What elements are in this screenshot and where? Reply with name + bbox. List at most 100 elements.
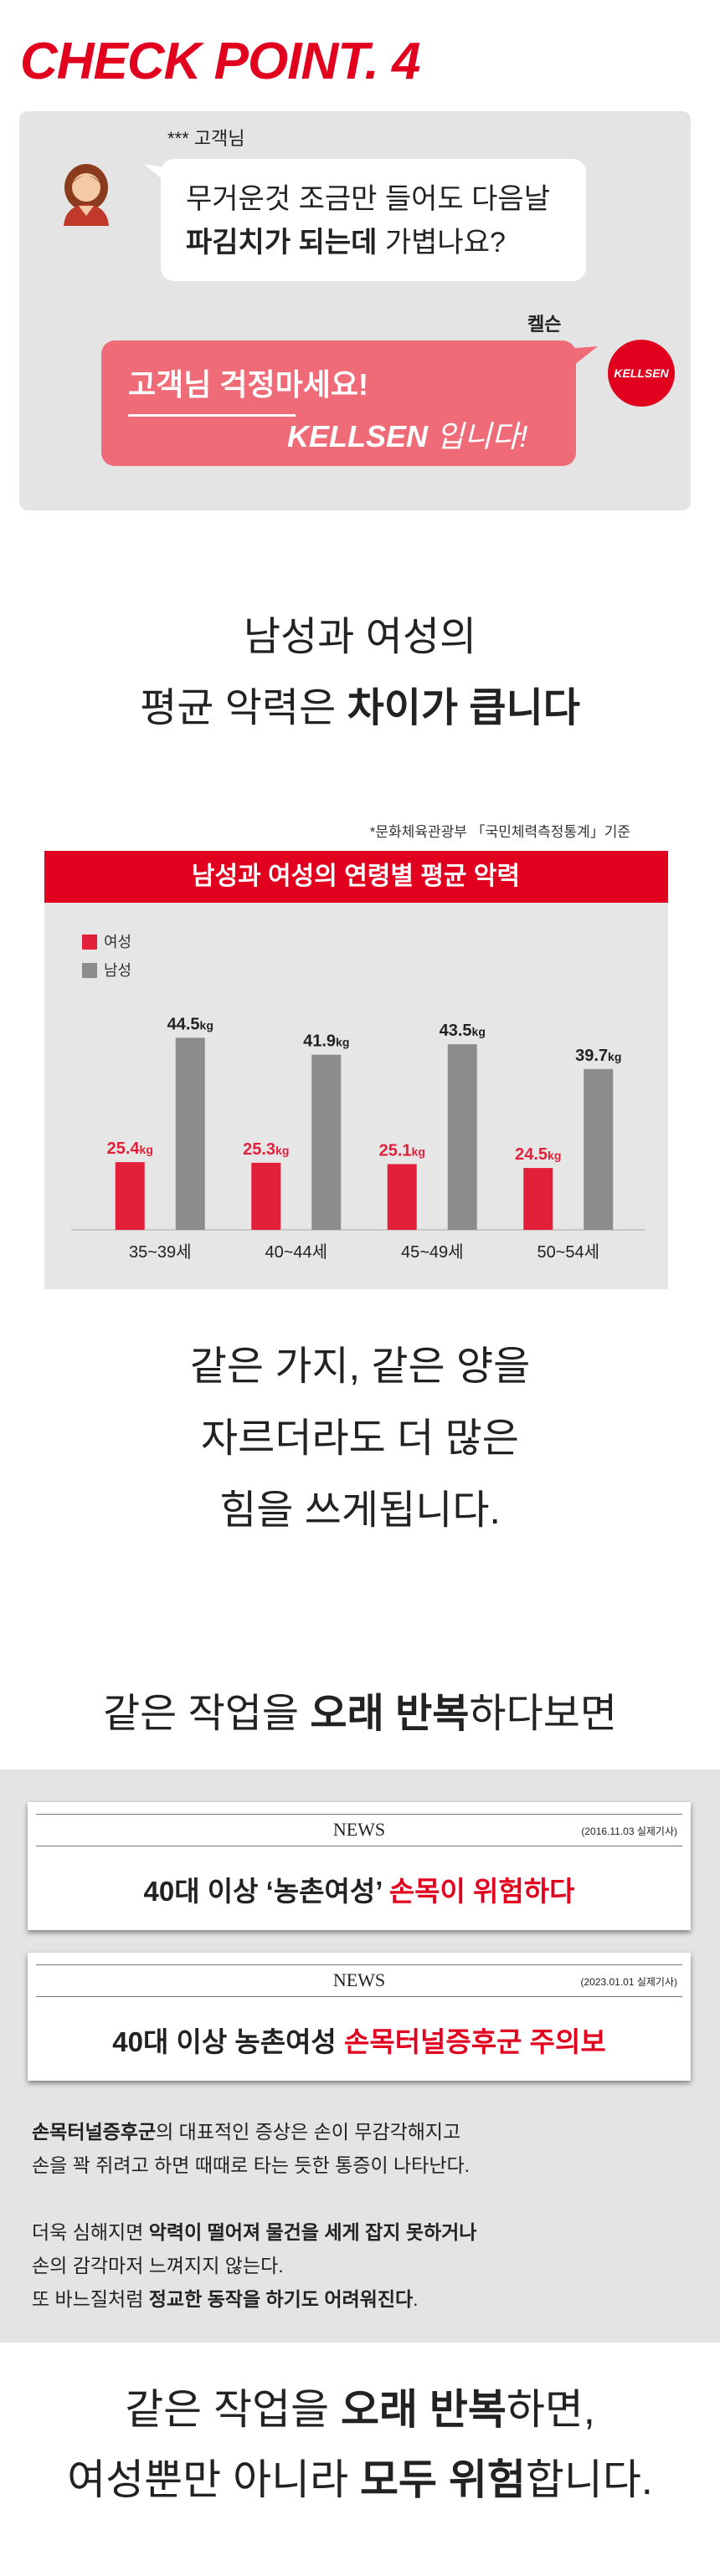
value-label-number: 24.5 [515, 1145, 548, 1164]
value-label-number: 44.5 [167, 1015, 200, 1033]
bubble-tail [144, 164, 164, 181]
bar [251, 1162, 281, 1230]
text-run: 40대 이상 농촌여성 [112, 2026, 344, 2057]
x-tick-label: 50~54세 [537, 1242, 599, 1262]
value-label-unit: kg [336, 1036, 349, 1049]
text-run: 하면, [506, 2386, 595, 2433]
value-label-unit: kg [412, 1145, 425, 1158]
customer-text: 파김치가 되는데 가볍나요? [186, 219, 506, 260]
news-label: NEWS [332, 1969, 386, 1990]
text-run: 또 바느질처럼 [32, 2288, 149, 2310]
news-rule [36, 1814, 682, 1815]
value-label: 41.9kg [303, 1032, 349, 1051]
page-title: CHECK POINT. 4 [20, 33, 420, 90]
value-label: 25.3kg [243, 1140, 289, 1159]
section-heading: 평균 악력은 차이가 큽니다 [0, 673, 720, 744]
reply-text: KELLSEN 입니다! [287, 412, 527, 456]
news-card: NEWS (2023.01.01 실제기사) 40대 이상 농촌여성 손목터널증후군… [28, 1953, 691, 2081]
reply-dash [128, 414, 296, 417]
text-run: 오래 반복 [340, 2386, 507, 2433]
value-label-number: 43.5 [440, 1022, 472, 1040]
customer-bubble: 무거운것 조금만 들어도 다음날 파김치가 되는데 가볍나요? [161, 159, 586, 281]
news-date: (2023.01.01 실제기사) [580, 1976, 677, 1988]
text-run: 손목터널증후군 주의보 [343, 2026, 606, 2057]
value-label-unit: kg [275, 1144, 289, 1157]
value-label: 24.5kg [515, 1145, 561, 1164]
text-run: 여성뿐만 아니라 [67, 2456, 360, 2503]
value-label: 25.1kg [379, 1141, 425, 1160]
bar [584, 1068, 614, 1230]
text-run: 의 대표적인 증상은 손이 무감각해지고 [156, 2121, 461, 2143]
paragraph-line: 더욱 심해지면 악력이 떨어져 물건을 세게 잡지 못하거나 [32, 2215, 476, 2249]
value-label: 25.4kg [107, 1139, 153, 1158]
legend-swatch [82, 935, 97, 950]
value-label: 39.7kg [575, 1047, 621, 1065]
value-label-unit: kg [608, 1050, 621, 1063]
bar [523, 1168, 553, 1230]
text-run: 모두 위험 [359, 2456, 526, 2503]
text-run: 같은 작업을 [102, 1692, 311, 1736]
value-label-number: 25.1 [379, 1141, 412, 1160]
reply-text: 고객님 걱정마세요! [128, 367, 368, 402]
value-label-unit: kg [472, 1025, 486, 1038]
brand-logo: KELLSEN [608, 340, 675, 407]
paragraph-line: 손을 꽉 쥐려고 하면 때때로 타는 듯한 통증이 나타난다. [32, 2148, 470, 2182]
paragraph-line: 손목터널증후군의 대표적인 증상은 손이 무감각해지고 [32, 2115, 460, 2148]
text-run: 평균 악력은 [140, 686, 347, 730]
text-run: 같은 작업을 [125, 2386, 341, 2433]
bar [311, 1054, 342, 1230]
text-line: 자르더라도 더 많은 [201, 1416, 519, 1461]
news-headline: 40대 이상 농촌여성 손목터널증후군 주의보 [28, 2020, 691, 2060]
news-date: (2016.11.03 실제기사) [581, 1826, 677, 1837]
customer-text: 무거운것 조금만 들어도 다음날 [186, 183, 550, 215]
text-run: 합니다. [525, 2456, 653, 2503]
text-run: 차이가 큽니다 [347, 686, 580, 730]
text-run: . [413, 2288, 419, 2310]
value-label-number: 25.4 [107, 1139, 141, 1158]
text-run: 손의 감각마저 느껴지지 않는다. [32, 2255, 284, 2276]
value-label-unit: kg [140, 1143, 153, 1156]
text-run: 더욱 심해지면 [32, 2221, 149, 2243]
text-run: 입니다! [428, 419, 528, 453]
legend-label: 여성 [104, 934, 131, 950]
text-run: 오래 반복 [310, 1692, 470, 1736]
closing-line: 같은 작업을 오래 반복하면, [0, 2374, 720, 2445]
text-run: 손목이 위험하다 [388, 1876, 575, 1907]
bar [115, 1162, 145, 1230]
text-run: 손을 꽉 쥐려고 하면 때때로 타는 듯한 통증이 나타난다. [32, 2154, 471, 2176]
chart-title-bar [44, 851, 668, 903]
reply-bubble: 고객님 걱정마세요! KELLSEN 입니다! [101, 341, 576, 466]
bubble-tail [574, 346, 598, 365]
news-rule [36, 1996, 682, 1997]
text-run: 정교한 동작을 하기도 어려워진다 [148, 2288, 414, 2310]
text-run: 하다보면 [469, 1692, 618, 1736]
text-run: 가볍나요? [377, 227, 506, 259]
value-label-number: 39.7 [575, 1047, 608, 1065]
news-card: NEWS (2016.11.03 실제기사) 40대 이상 ‘농촌여성’ 손목이 위… [28, 1802, 691, 1930]
customer-name: *** 고객님 [167, 128, 245, 149]
bar [175, 1037, 205, 1230]
x-tick-label: 35~39세 [129, 1242, 192, 1262]
text-run: 40대 이상 ‘농촌여성’ [143, 1876, 389, 1907]
value-label-number: 25.3 [243, 1140, 275, 1159]
plot-area [44, 903, 668, 1289]
news-label: NEWS [332, 1819, 386, 1840]
value-label: 43.5kg [440, 1022, 486, 1040]
customer-avatar [64, 164, 109, 226]
news-headline: 40대 이상 ‘농촌여성’ 손목이 위험하다 [28, 1869, 691, 1909]
bar [387, 1164, 417, 1230]
text-run: 악력이 떨어져 물건을 세게 잡지 못하거나 [148, 2221, 477, 2243]
text-line: 힘을 쓰게됩니다. [219, 1488, 501, 1533]
chart-title: 남성과 여성의 연령별 평균 악력 [192, 863, 520, 890]
closing-line: 여성뿐만 아니라 모두 위험합니다. [0, 2445, 720, 2515]
text-run: 손목터널증후군 [32, 2121, 157, 2143]
legend-label: 남성 [104, 962, 131, 979]
text-run: 파김치가 되는데 [186, 227, 378, 259]
value-label: 44.5kg [167, 1015, 213, 1033]
brand-name: 켈슨 [527, 314, 562, 335]
section-heading: 남성과 여성의 [243, 615, 477, 659]
bar [447, 1044, 477, 1230]
text-line: 같은 가지, 같은 양을 [189, 1344, 531, 1389]
